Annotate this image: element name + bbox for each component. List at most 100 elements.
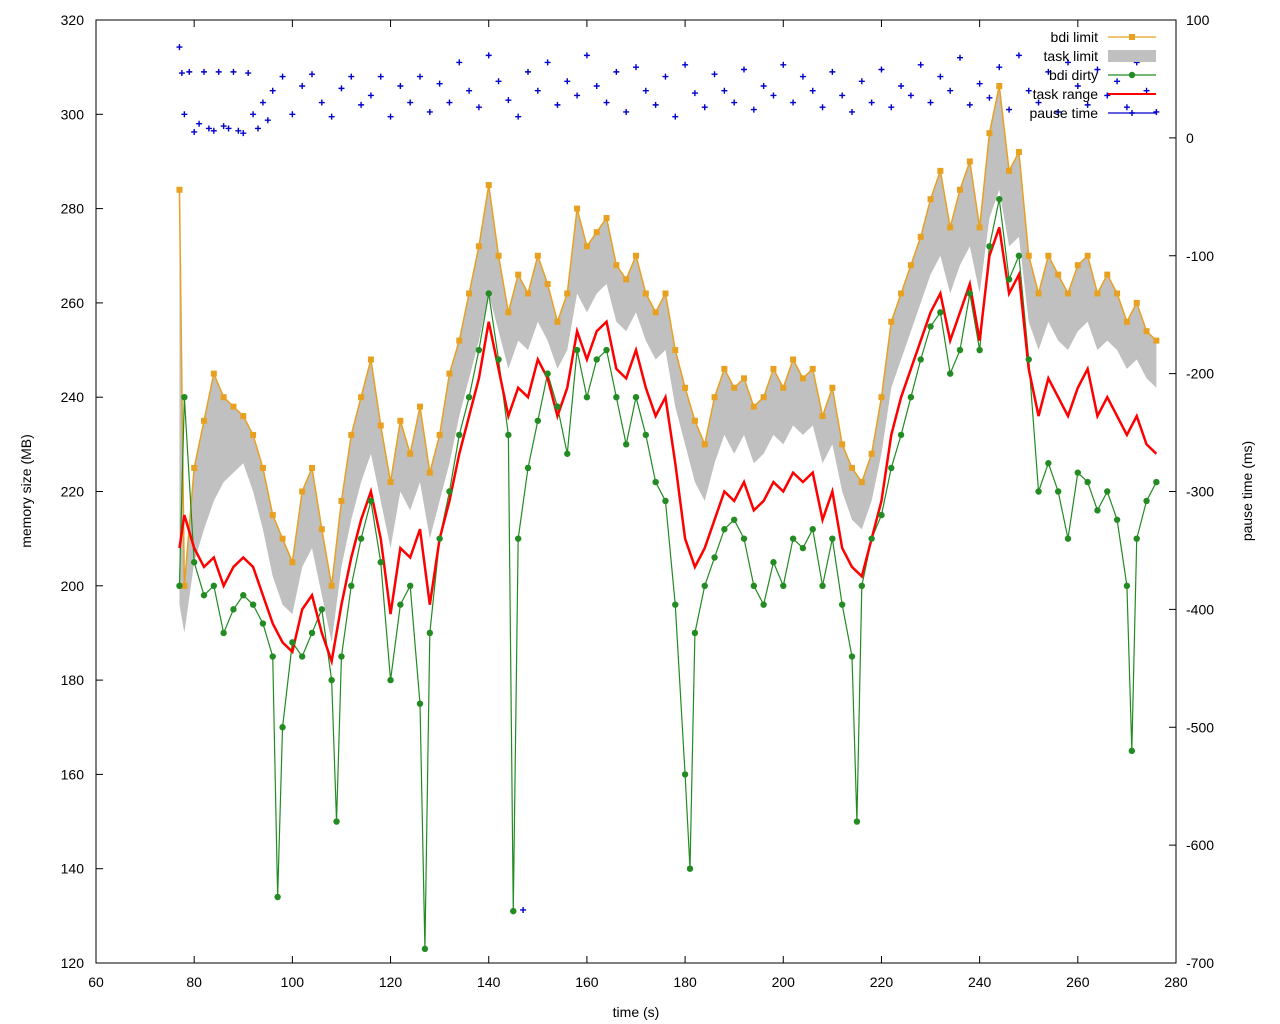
pause-time-point bbox=[564, 78, 571, 85]
bdi-limit-point bbox=[485, 182, 492, 189]
y2-tick-label: -500 bbox=[1186, 719, 1214, 735]
bdi-limit-point bbox=[672, 347, 679, 354]
bdi-dirty-point bbox=[1133, 535, 1140, 542]
pause-time-point bbox=[348, 73, 355, 80]
bdi-dirty-point bbox=[829, 535, 836, 542]
pause-time-point bbox=[878, 66, 885, 73]
bdi-limit-point bbox=[849, 464, 855, 471]
pause-time-point bbox=[1123, 104, 1130, 111]
bdi-limit-point bbox=[1025, 252, 1032, 259]
bdi-dirty-point bbox=[510, 907, 517, 915]
pause-time-point bbox=[240, 130, 247, 137]
bdi-dirty-point bbox=[1005, 276, 1013, 283]
bdi-limit-point bbox=[1074, 262, 1081, 269]
bdi-dirty-point bbox=[750, 582, 758, 589]
bdi-limit-point bbox=[662, 290, 669, 297]
pause-time-point bbox=[426, 108, 433, 115]
legend-label: task limit bbox=[1044, 48, 1099, 64]
bdi-limit-point bbox=[348, 431, 355, 438]
bdi-limit-point bbox=[230, 403, 237, 410]
pause-time-point bbox=[750, 106, 757, 113]
bdi-limit-point bbox=[682, 384, 689, 391]
x-tick-label: 180 bbox=[673, 974, 697, 990]
bdi-limit-point bbox=[309, 464, 315, 471]
pause-time-point bbox=[741, 66, 747, 73]
bdi-dirty-point bbox=[711, 554, 718, 561]
bdi-limit-point bbox=[201, 417, 207, 424]
pause-time-point bbox=[407, 99, 414, 106]
bdi-dirty-line bbox=[178, 199, 1157, 949]
pause-time-point bbox=[966, 101, 973, 108]
task-limit-area bbox=[179, 86, 1157, 643]
bdi-limit-point bbox=[466, 290, 473, 297]
bdi-dirty-point bbox=[544, 370, 551, 377]
bdi-dirty-point bbox=[780, 582, 787, 589]
task-range-line bbox=[178, 227, 1158, 667]
pause-time-point bbox=[446, 99, 453, 106]
bdi-dirty-point bbox=[770, 559, 777, 566]
bdi-dirty-point bbox=[927, 323, 934, 330]
bdi-dirty-point bbox=[387, 676, 394, 684]
legend-swatch bbox=[1108, 50, 1156, 62]
bdi-limit-point bbox=[279, 535, 286, 542]
x-tick-label: 280 bbox=[1164, 974, 1188, 990]
pause-time-point bbox=[770, 92, 777, 99]
y2-axis-title: pause time (ms) bbox=[1239, 441, 1255, 541]
bdi-limit-point bbox=[1035, 290, 1042, 297]
pause-time-point bbox=[642, 87, 649, 94]
y-axis-title: memory size (MB) bbox=[18, 434, 34, 548]
bdi-limit-point bbox=[397, 417, 404, 424]
bdi-dirty-point bbox=[240, 592, 247, 599]
bdi-limit-point bbox=[750, 403, 757, 410]
y-tick-label: 140 bbox=[61, 861, 85, 877]
legend-label: pause time bbox=[1030, 105, 1099, 121]
bdi-limit-point bbox=[809, 365, 816, 372]
pause-time-point bbox=[1143, 87, 1150, 94]
bdi-dirty-point bbox=[397, 601, 404, 608]
y2-tick-label: -100 bbox=[1186, 248, 1214, 264]
pause-time-point bbox=[1153, 108, 1160, 115]
y-tick-label: 200 bbox=[61, 578, 85, 594]
pause-time-point bbox=[937, 73, 944, 80]
bdi-limit-point bbox=[495, 252, 502, 259]
bdi-dirty-point bbox=[701, 582, 708, 589]
bdi-limit-point bbox=[878, 394, 885, 401]
bdi-dirty-point bbox=[721, 526, 728, 533]
bdi-limit-point bbox=[868, 450, 875, 457]
pause-time-point bbox=[1045, 68, 1052, 75]
bdi-dirty-point bbox=[1084, 478, 1091, 486]
bdi-limit-point bbox=[417, 403, 423, 410]
bdi-dirty-point bbox=[377, 559, 384, 566]
bdi-dirty-point bbox=[1094, 507, 1101, 514]
bdi-dirty-point bbox=[838, 601, 846, 608]
bdi-dirty-point bbox=[1128, 747, 1136, 755]
legend: bdi limit task limit bdi dirty task range pa… bbox=[1030, 29, 1156, 121]
x-tick-label: 240 bbox=[968, 974, 992, 990]
y2-tick-label: 0 bbox=[1186, 130, 1194, 146]
legend-label: task range bbox=[1033, 86, 1099, 102]
bdi-dirty-point bbox=[289, 639, 296, 646]
bdi-limit-point bbox=[289, 559, 296, 566]
pause-time-point bbox=[176, 44, 183, 51]
pause-time-point bbox=[215, 68, 222, 75]
legend-marker bbox=[1129, 34, 1135, 40]
bdi-limit-point bbox=[711, 394, 718, 401]
pause-time-point bbox=[387, 113, 394, 120]
bdi-limit-point bbox=[583, 243, 590, 250]
pause-time-point bbox=[613, 68, 620, 75]
pause-time-point bbox=[520, 906, 527, 913]
y-tick-label: 120 bbox=[61, 955, 85, 971]
bdi-dirty-point bbox=[1025, 356, 1032, 363]
pause-time-point bbox=[868, 99, 875, 106]
bdi-limit-point bbox=[269, 512, 276, 519]
pause-time-point bbox=[623, 108, 630, 115]
bdi-limit-point bbox=[338, 497, 345, 504]
bdi-dirty-point bbox=[996, 195, 1003, 203]
pause-time-point bbox=[760, 83, 767, 90]
pause-time-point bbox=[790, 99, 797, 106]
pause-time-point bbox=[210, 127, 217, 134]
bdi-dirty-point bbox=[613, 394, 620, 401]
pause-time-point bbox=[1094, 66, 1101, 73]
y-tick-label: 280 bbox=[61, 201, 85, 217]
pause-time-point bbox=[544, 59, 551, 66]
